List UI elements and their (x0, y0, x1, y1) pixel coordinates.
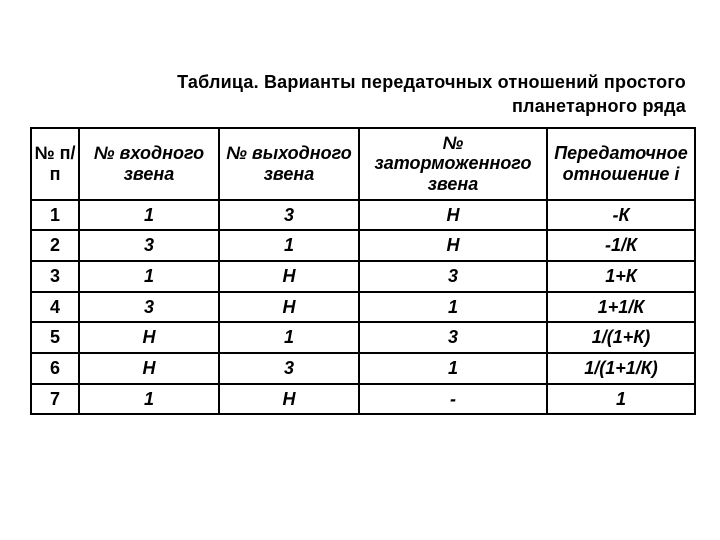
cell-input: 1 (79, 384, 219, 415)
cell-index: 4 (31, 292, 79, 323)
cell-ratio: -1/К (547, 230, 695, 261)
cell-braked: 3 (359, 322, 547, 353)
cell-braked: 3 (359, 261, 547, 292)
cell-ratio: 1+К (547, 261, 695, 292)
cell-input: 1 (79, 261, 219, 292)
col-header-ratio: Передаточное отношение i (547, 128, 695, 200)
table-row: 5 Н 1 3 1/(1+К) (31, 322, 695, 353)
title-line-1: Таблица. Варианты передаточных отношений… (177, 72, 686, 92)
cell-output: 1 (219, 322, 359, 353)
cell-output: 3 (219, 353, 359, 384)
cell-index: 1 (31, 200, 79, 231)
cell-output: Н (219, 292, 359, 323)
col-header-braked: № заторможенного звена (359, 128, 547, 200)
table-caption: Таблица. Варианты передаточных отношений… (30, 70, 690, 119)
cell-ratio: 1/(1+К) (547, 322, 695, 353)
cell-braked: - (359, 384, 547, 415)
cell-ratio: 1/(1+1/К) (547, 353, 695, 384)
cell-input: 3 (79, 230, 219, 261)
table-row: 1 1 3 Н -К (31, 200, 695, 231)
cell-braked: 1 (359, 353, 547, 384)
cell-index: 6 (31, 353, 79, 384)
table-row: 2 3 1 Н -1/К (31, 230, 695, 261)
col-header-output: № выходного звена (219, 128, 359, 200)
cell-ratio: -К (547, 200, 695, 231)
ratios-table: № п/п № входного звена № выходного звена… (30, 127, 696, 416)
cell-braked: Н (359, 230, 547, 261)
table-row: 4 3 Н 1 1+1/К (31, 292, 695, 323)
table-row: 3 1 Н 3 1+К (31, 261, 695, 292)
cell-index: 2 (31, 230, 79, 261)
cell-input: Н (79, 353, 219, 384)
cell-output: 1 (219, 230, 359, 261)
cell-output: Н (219, 384, 359, 415)
cell-output: 3 (219, 200, 359, 231)
cell-output: Н (219, 261, 359, 292)
col-header-index: № п/п (31, 128, 79, 200)
cell-input: 1 (79, 200, 219, 231)
cell-ratio: 1+1/К (547, 292, 695, 323)
cell-index: 3 (31, 261, 79, 292)
cell-braked: 1 (359, 292, 547, 323)
title-line-2: планетарного ряда (512, 96, 686, 116)
cell-braked: Н (359, 200, 547, 231)
table-row: 7 1 Н - 1 (31, 384, 695, 415)
page: Таблица. Варианты передаточных отношений… (0, 0, 720, 540)
table-header-row: № п/п № входного звена № выходного звена… (31, 128, 695, 200)
cell-input: Н (79, 322, 219, 353)
cell-ratio: 1 (547, 384, 695, 415)
cell-index: 5 (31, 322, 79, 353)
cell-index: 7 (31, 384, 79, 415)
col-header-input: № входного звена (79, 128, 219, 200)
cell-input: 3 (79, 292, 219, 323)
table-row: 6 Н 3 1 1/(1+1/К) (31, 353, 695, 384)
